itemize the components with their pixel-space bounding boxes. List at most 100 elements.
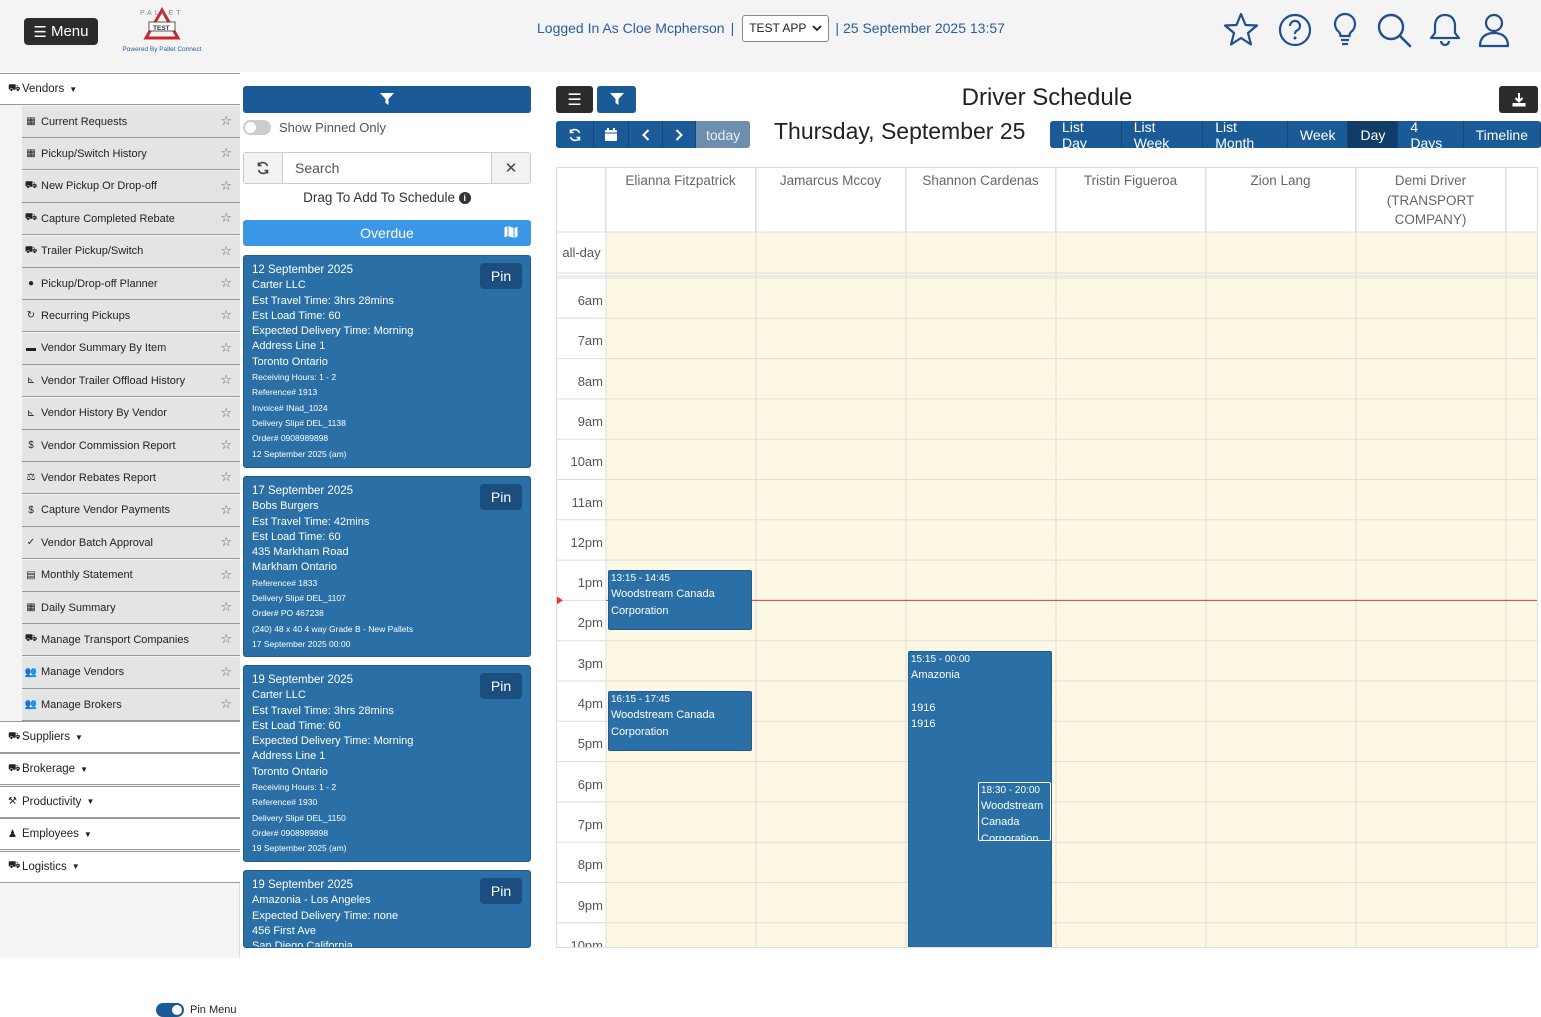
sidebar-section[interactable]: ⚒ Productivity ▼ [0, 785, 240, 818]
overdue-header[interactable]: Overdue [243, 220, 531, 246]
pin-menu-toggle[interactable]: Pin Menu [156, 1003, 236, 1017]
hour-label: 10pm [570, 937, 603, 948]
star-outline-icon[interactable]: ☆ [220, 631, 232, 647]
calendar-event[interactable]: 13:15 - 14:45 Woodstream Canada Corporatio… [608, 570, 752, 630]
pin-button[interactable]: Pin [480, 263, 522, 289]
pin-button[interactable]: Pin [480, 673, 522, 699]
toggle-switch[interactable] [156, 1003, 184, 1017]
star-outline-icon[interactable]: ☆ [220, 599, 232, 614]
calendar-event[interactable]: 18:30 - 20:00 Woodstream Canada Corporation [978, 781, 1051, 842]
schedule-card[interactable]: 19 September 2025 Amazonia - Los Angeles E… [243, 870, 531, 948]
star-outline-icon[interactable]: ☆ [220, 275, 232, 290]
sidebar-item[interactable]: ▦ Current Requests ☆ [22, 106, 240, 138]
view-button[interactable]: Day [1348, 121, 1399, 148]
sidebar-item[interactable]: ⛟ Manage Transport Companies ☆ [22, 624, 240, 657]
download-button[interactable] [1499, 86, 1538, 113]
pin-button[interactable]: Pin [480, 484, 522, 510]
calendar-event[interactable]: 16:15 - 17:45 Woodstream Canada Corporatio… [608, 691, 752, 751]
sidebar-section[interactable]: ♟ Employees ▼ [0, 818, 240, 851]
sidebar-section[interactable]: ⛟ Logistics ▼ [0, 850, 240, 883]
menu-button[interactable]: ☰ Menu [24, 18, 98, 45]
sidebar-item-label: Pickup/Drop-off Planner [41, 277, 158, 290]
star-outline-icon[interactable]: ☆ [220, 566, 232, 582]
help-icon[interactable] [1275, 10, 1315, 50]
section-icon: ♟ [8, 828, 17, 840]
star-outline-icon[interactable]: ☆ [220, 307, 232, 323]
refresh-button[interactable] [244, 153, 282, 183]
toggle-switch[interactable] [243, 120, 271, 135]
sidebar-item[interactable]: ⊾ Vendor Trailer Offload History ☆ [22, 365, 240, 398]
lightbulb-icon[interactable] [1325, 10, 1365, 50]
sidebar-item[interactable]: 👥 Manage Brokers ☆ [22, 689, 240, 722]
star-outline-icon[interactable]: ☆ [220, 501, 232, 517]
sidebar-section-vendors[interactable]: ⛟ Vendors ▼ [0, 73, 240, 105]
view-button[interactable]: 4 Days [1398, 121, 1464, 148]
bell-icon[interactable] [1425, 10, 1465, 50]
user-icon[interactable] [1474, 10, 1514, 50]
hour-label: 8am [577, 373, 603, 389]
star-outline-icon[interactable]: ☆ [220, 242, 232, 258]
sidebar-item-icon: ▬ [26, 342, 36, 354]
star-outline-icon[interactable]: ☆ [220, 469, 232, 485]
sidebar-item[interactable]: ⛟ New Pickup Or Drop-off ☆ [22, 170, 240, 203]
pin-button[interactable]: Pin [480, 878, 522, 904]
prev-day-button[interactable] [629, 121, 663, 148]
sidebar-item[interactable]: ↻ Recurring Pickups ☆ [22, 300, 240, 333]
sidebar-item[interactable]: ⛟ Capture Completed Rebate ☆ [22, 203, 240, 236]
star-outline-icon[interactable]: ☆ [220, 534, 232, 550]
clear-search-button[interactable]: ✕ [492, 153, 530, 183]
next-day-button[interactable] [663, 121, 696, 148]
map-icon[interactable] [503, 225, 519, 239]
driver-name-line: (TRANSPORT [1386, 192, 1475, 208]
sidebar-item[interactable]: $ Vendor Commission Report ☆ [22, 430, 240, 462]
sidebar-item[interactable]: ▦ Pickup/Switch History ☆ [22, 138, 240, 171]
sidebar-item[interactable]: 👥 Manage Vendors ☆ [22, 656, 240, 689]
sidebar-item[interactable]: ▬ Vendor Summary By Item ☆ [22, 332, 240, 365]
sidebar-item[interactable]: ▦ Daily Summary ☆ [22, 592, 240, 624]
sidebar-item[interactable]: ▤ Monthly Statement ☆ [22, 559, 240, 592]
schedule-card[interactable]: 17 September 2025 Bobs Burgers Est Travel … [243, 476, 531, 657]
today-button[interactable]: today [696, 121, 751, 148]
sidebar-section[interactable]: ⛟ Suppliers ▼ [0, 721, 240, 753]
view-button[interactable]: Timeline [1463, 121, 1541, 148]
star-icon[interactable] [1221, 10, 1261, 50]
star-outline-icon[interactable]: ☆ [220, 404, 232, 420]
search-input[interactable]: Search [282, 153, 492, 183]
sidebar-item[interactable]: ● Pickup/Drop-off Planner ☆ [22, 268, 240, 300]
app-select[interactable]: TEST APP [742, 14, 830, 42]
schedule-card[interactable]: 12 September 2025 Carter LLC Est Travel Ti… [243, 255, 531, 468]
star-outline-icon[interactable]: ☆ [220, 210, 232, 226]
filter-button[interactable] [243, 86, 531, 113]
section-label: Employees [22, 828, 79, 841]
star-outline-icon[interactable]: ☆ [220, 663, 232, 679]
refresh-calendar-button[interactable] [556, 121, 594, 148]
star-outline-icon[interactable]: ☆ [220, 696, 232, 712]
date-picker-button[interactable] [594, 121, 629, 148]
star-outline-icon[interactable]: ☆ [220, 145, 232, 161]
view-button[interactable]: List Day [1050, 121, 1122, 148]
sidebar-item[interactable]: ⚖ Vendor Rebates Report ☆ [22, 462, 240, 495]
sidebar-section[interactable]: ⛟ Brokerage ▼ [0, 753, 240, 786]
sidebar-item-icon: ▦ [26, 116, 36, 127]
event-title-line: Amazonia [911, 668, 960, 681]
star-outline-icon[interactable]: ☆ [220, 372, 232, 388]
star-outline-icon[interactable]: ☆ [220, 437, 232, 452]
info-icon[interactable]: i [458, 192, 471, 205]
view-button[interactable]: List Week [1121, 121, 1204, 148]
section-icon: ⛟ [8, 860, 21, 872]
calendar-filter-button[interactable] [597, 86, 636, 113]
drag-hint-text: Drag To Add To Schedule [303, 190, 456, 205]
star-outline-icon[interactable]: ☆ [220, 177, 232, 193]
calendar-menu-button[interactable]: ☰ [556, 86, 593, 113]
star-outline-icon[interactable]: ☆ [220, 339, 232, 355]
sidebar-item[interactable]: ⛟ Trailer Pickup/Switch ☆ [22, 235, 240, 268]
sidebar-item[interactable]: ✓ Vendor Batch Approval ☆ [22, 527, 240, 560]
view-button[interactable]: List Month [1203, 121, 1288, 148]
sidebar-item[interactable]: ⊾ Vendor History By Vendor ☆ [22, 397, 240, 430]
schedule-card[interactable]: 19 September 2025 Carter LLC Est Travel Ti… [243, 665, 531, 862]
view-button[interactable]: Week [1287, 121, 1349, 148]
sidebar-item[interactable]: $ Capture Vendor Payments ☆ [22, 494, 240, 527]
star-outline-icon[interactable]: ☆ [220, 113, 232, 128]
show-pinned-toggle[interactable]: Show Pinned Only [243, 120, 386, 135]
search-icon[interactable] [1374, 10, 1414, 50]
